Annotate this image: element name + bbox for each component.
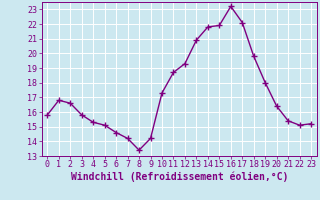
- X-axis label: Windchill (Refroidissement éolien,°C): Windchill (Refroidissement éolien,°C): [70, 172, 288, 182]
